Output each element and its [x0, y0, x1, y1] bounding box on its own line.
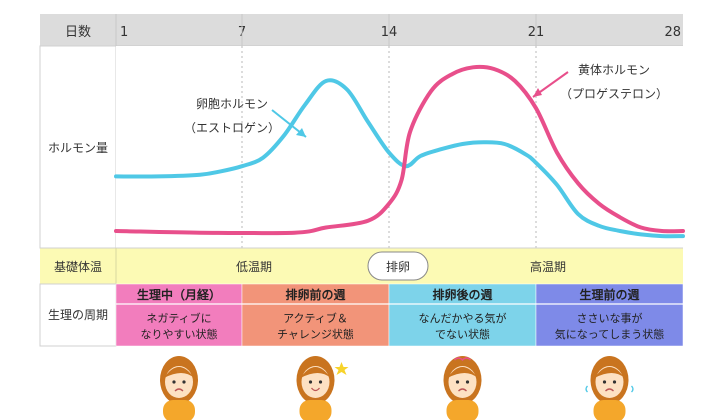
character-tired [443, 356, 482, 420]
phase-title: 排卵後の週 [432, 287, 492, 302]
phase-cell [241, 283, 390, 347]
estrogen-pointer-arrowhead [296, 128, 306, 137]
progesterone-line [114, 64, 685, 236]
progesterone-subname: （プロゲステロン） [560, 87, 668, 101]
phase-desc-line1: アクティブ＆ [283, 311, 348, 325]
phase-title: 生理中（月経） [137, 287, 221, 302]
phase-cell [388, 283, 537, 347]
temperature-row-label: 基礎体温 [54, 260, 102, 274]
estrogen-name: 卵胞ホルモン [196, 97, 268, 111]
phase-row-label-cell [39, 283, 117, 347]
x-tick-label: 28 [664, 25, 681, 40]
phase-title: 生理前の週 [579, 287, 639, 302]
x-tick-label: 1 [120, 25, 128, 40]
estrogen-line [114, 78, 685, 239]
low-temp-label: 低温期 [236, 260, 272, 274]
estrogen-annotation: 卵胞ホルモン （エストロゲン） [184, 97, 307, 138]
high-temp-label: 高温期 [530, 259, 566, 274]
character-sad [160, 356, 198, 420]
phase-cell [115, 283, 243, 347]
phase-cell [535, 283, 684, 347]
phase-desc-line1: ささいな事が [577, 311, 643, 325]
phase-desc-line2: なりやすい状態 [141, 327, 218, 341]
progesterone-annotation: 黄体ホルモン （プロゲステロン） [532, 63, 668, 101]
phase-desc-line2: チャレンジ状態 [277, 327, 354, 341]
y-header-label: ホルモン量 [48, 141, 108, 155]
x-header-label: 日数 [65, 25, 91, 40]
ovulation-label: 排卵 [386, 260, 410, 274]
progesterone-name: 黄体ホルモン [578, 63, 650, 77]
progesterone-pointer-arrowhead [533, 88, 542, 97]
series-lines [114, 64, 685, 239]
temperature-row-bg [40, 248, 683, 284]
phase-desc-line2: でない状態 [435, 327, 490, 341]
estrogen-subname: （エストロゲン） [184, 121, 280, 135]
day-gridlines [115, 14, 537, 248]
character-happy [296, 356, 349, 420]
character-illustrations [160, 356, 634, 420]
phase-title: 排卵前の週 [285, 287, 345, 302]
character-worried [585, 356, 634, 420]
phase-desc-line1: なんだかやる気が [419, 311, 507, 325]
plot-area [116, 46, 683, 248]
ovulation-pill [367, 251, 429, 281]
phase-row-label: 生理の周期 [48, 308, 108, 322]
x-tick-labels: 1 7 14 21 28 [120, 25, 681, 40]
phase-desc-line2: 気になってしまう状態 [555, 327, 664, 341]
phase-desc-line1: ネガティブに [146, 311, 211, 325]
header-row-bg [40, 14, 683, 46]
